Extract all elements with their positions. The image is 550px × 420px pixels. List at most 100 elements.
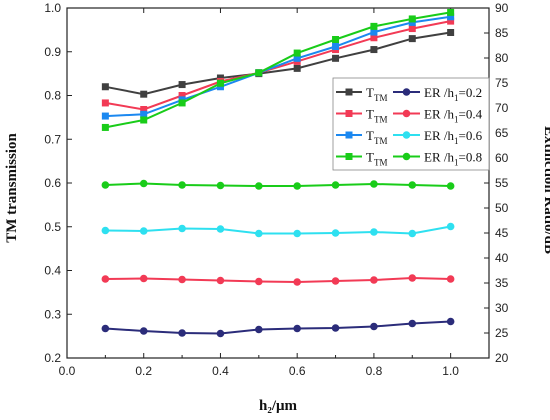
x-tick-label: 0.0 <box>59 364 76 378</box>
y-right-tick-label: 40 <box>495 251 509 265</box>
y-left-tick-label: 1.0 <box>44 1 61 15</box>
y-left-tick-label: 0.4 <box>44 264 61 278</box>
y-left-tick-label: 0.9 <box>44 45 61 59</box>
data-point <box>178 275 186 284</box>
y-left-tick-label: 0.8 <box>44 89 61 103</box>
series-4 <box>101 317 455 338</box>
y-right-tick-label: 70 <box>495 101 509 115</box>
data-point <box>101 123 109 131</box>
data-point <box>178 181 186 189</box>
data-point <box>408 319 417 328</box>
y-right-tick-label: 90 <box>495 1 509 15</box>
series-7 <box>101 179 455 190</box>
data-point <box>178 81 186 89</box>
y-left-tick-label: 0.2 <box>44 351 61 365</box>
data-point <box>447 13 455 21</box>
data-point <box>408 15 416 23</box>
data-point <box>293 54 301 62</box>
data-point <box>178 92 186 99</box>
data-point <box>101 181 110 189</box>
data-point <box>408 229 417 238</box>
series-line <box>105 225 451 235</box>
data-point <box>293 324 301 333</box>
data-point <box>178 329 186 337</box>
legend-marker-circle <box>402 88 411 96</box>
legend-label-extinction: ER /h1=0.4 <box>424 107 483 125</box>
data-point <box>408 274 417 282</box>
y-right-tick-label: 30 <box>495 301 509 315</box>
data-point <box>293 182 301 190</box>
data-point <box>331 181 340 189</box>
data-point <box>216 79 224 87</box>
data-point <box>408 25 416 33</box>
data-point <box>101 99 109 107</box>
data-point <box>447 17 455 25</box>
data-point <box>139 179 148 188</box>
legend-label-transmission: TTM <box>366 107 387 125</box>
y-right-tick-label: 55 <box>495 176 509 190</box>
series-line <box>105 31 451 96</box>
legend-label-extinction: ER /h1=0.8 <box>424 150 482 168</box>
y-right-tick-label: 65 <box>495 126 509 140</box>
series-line <box>105 276 451 284</box>
x-tick-label: 0.6 <box>289 364 306 378</box>
legend-layer: TTM ER /h1=0.2 TTM ER /h1=0.4 TTM ER /h1=0.6 T… <box>332 77 490 171</box>
data-point <box>447 29 455 36</box>
data-point <box>446 275 455 283</box>
data-point <box>101 112 109 120</box>
legend-marker-circle <box>402 152 411 161</box>
data-point <box>408 35 416 43</box>
series-line <box>105 320 451 335</box>
y-right-axis-title: Extinction Ratio/dB <box>541 126 550 254</box>
legend-row: TTM ER /h1=0.6 <box>336 128 483 146</box>
legend-row: TTM ER /h1=0.2 <box>336 85 482 103</box>
data-point <box>216 225 225 233</box>
legend-marker-square <box>345 110 353 117</box>
data-point <box>140 90 148 98</box>
data-point <box>255 69 263 77</box>
data-point <box>293 229 301 238</box>
plot-frame <box>66 7 490 359</box>
legend-label-transmission: TTM <box>366 150 387 168</box>
x-tick-label: 1.0 <box>442 364 459 378</box>
data-point <box>293 49 301 57</box>
data-point <box>332 36 340 43</box>
y-right-tick-label: 25 <box>495 326 509 340</box>
x-tick-label: 0.2 <box>135 364 152 378</box>
data-point <box>101 275 110 283</box>
data-point <box>216 276 225 285</box>
data-point <box>370 34 378 42</box>
data-point <box>255 182 263 190</box>
legend-label-extinction: ER /h1=0.2 <box>424 85 482 103</box>
y-right-tick-label: 50 <box>495 201 509 215</box>
legend-marker-square <box>345 88 353 96</box>
data-point <box>446 317 455 326</box>
y-left-tick-label: 0.6 <box>44 176 61 190</box>
data-point <box>139 227 148 235</box>
y-left-tick-label: 0.3 <box>44 307 61 321</box>
data-point <box>178 224 186 233</box>
y-right-tick-label: 75 <box>495 76 509 90</box>
legend-row: TTM ER /h1=0.8 <box>336 150 482 168</box>
data-point <box>101 324 110 333</box>
legend-marker-circle <box>402 131 411 139</box>
legend-row: TTM ER /h1=0.4 <box>336 107 483 125</box>
data-point <box>446 182 455 190</box>
legend-label-transmission: TTM <box>366 85 387 103</box>
data-point <box>293 64 301 72</box>
data-point <box>370 322 378 331</box>
y-left-tick-label: 0.7 <box>44 132 61 146</box>
data-point <box>370 228 378 236</box>
data-point <box>331 277 340 285</box>
series-5 <box>101 274 455 286</box>
legend-marker-square <box>345 131 353 139</box>
series-line <box>105 15 451 118</box>
x-tick-label: 0.4 <box>212 364 229 378</box>
data-point <box>255 229 263 238</box>
series-line <box>105 20 451 111</box>
data-point <box>140 106 148 113</box>
axes-layer: 0.0 0.2 0.4 0.6 0.8 1.00.20.30.40.50.60.70.80… <box>44 1 508 414</box>
data-point <box>140 110 148 118</box>
data-point <box>139 327 148 335</box>
